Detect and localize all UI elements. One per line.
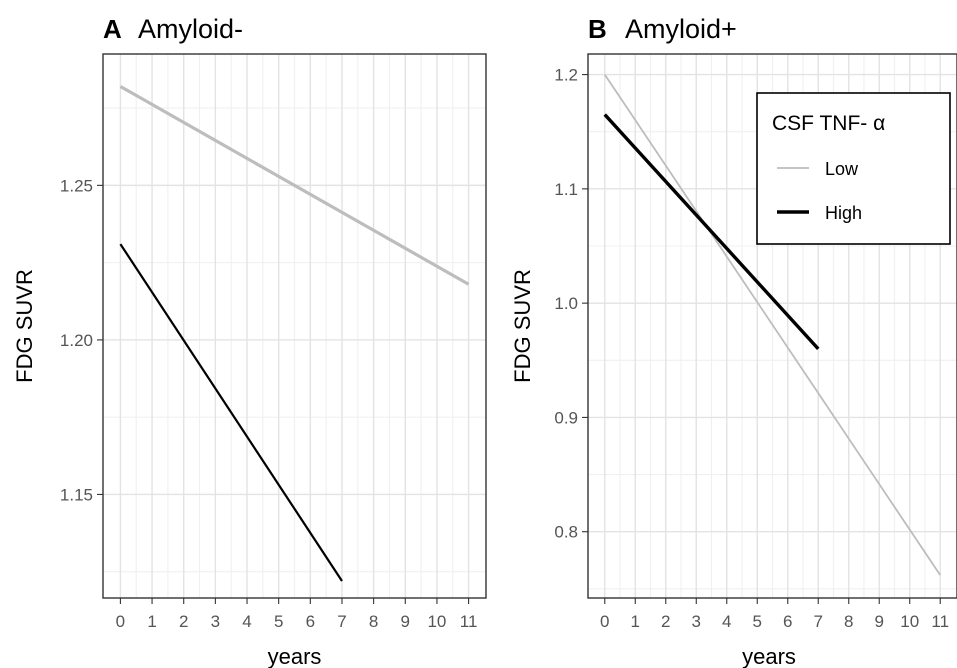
panel-b-x-tick-label: 6 [783,612,792,631]
panel-a-title: Amyloid- [138,14,243,44]
panel-b-x-tick-label: 7 [814,612,823,631]
panel-b-y-tick-label: 0.9 [554,408,578,427]
panel-a-x-tick-label: 11 [460,612,478,631]
panel-a-x-tick-label: 0 [116,612,125,631]
panel-a-series-line-high [119,243,343,582]
panel-b-y-tick-label: 1.2 [554,66,578,85]
legend-label-high: High [825,203,862,223]
panel-a-x-tick-label: 2 [179,612,188,631]
panel-a-x-tick-label: 10 [427,612,446,631]
panel-a-x-tick-label: 4 [242,612,251,631]
panel-a-y-tick-label: 1.25 [60,176,93,195]
panel-b-series-line-high [603,113,820,351]
panel-b-chart: 0 1 2 3 4 5 6 7 8 9 10 11 0.8 0.9 1.0 1.1 1.2 B Amyloid+ ye… [510,14,957,668]
panel-b-x-tick-label: 2 [661,612,670,631]
panel-b-x-tick-label: 1 [631,612,640,631]
panel-b-x-tick-label: 9 [875,612,884,631]
panel-a-panel-border [102,53,487,599]
panel-a-x-axis-title: years [268,644,322,668]
panel-b-x-tick-label: 3 [692,612,701,631]
panel-b-x-tick-label: 10 [900,612,919,631]
panel-b-x-tick-label: 11 [931,612,949,631]
panel-b-x-tick-label: 8 [844,612,853,631]
panel-b-y-tick-label: 1.1 [554,180,578,199]
panel-a-chart: 0 1 2 3 4 5 6 7 8 9 10 11 1.15 1.20 1.25 A Amyloid-years… [12,14,487,668]
panel-a-series-line-low [119,85,470,286]
panel-b-title: Amyloid+ [625,14,737,44]
legend-title: CSF TNF- α [772,112,885,135]
panel-a-x-tick-label: 6 [306,612,315,631]
panel-b-series-line-low [604,74,941,576]
panel-a-y-tick-label: 1.20 [60,331,93,350]
panel-a-letter: A [103,14,122,44]
panel-b-x-tick-label: 0 [600,612,609,631]
panel-a-x-tick-label: 8 [369,612,378,631]
panel-b-letter: B [588,14,607,44]
panel-b-y-axis-title: FDG SUVR [510,269,535,383]
panel-a-x-tick-label: 1 [147,612,156,631]
panel-b-y-tick-label: 1.0 [554,294,578,313]
panel-a-x-tick-label: 3 [211,612,220,631]
legend: CSF TNF- α Low High [756,92,951,245]
legend-label-low: Low [825,159,859,179]
panel-b-y-tick-label: 0.8 [554,523,578,542]
panel-a-x-tick-label: 7 [337,612,346,631]
panel-b-panel-border [587,53,957,599]
panel-a-x-tick-label: 5 [274,612,283,631]
panel-a-y-tick-label: 1.15 [60,485,93,504]
panel-b-x-tick-label: 4 [722,612,731,631]
panel-a-x-tick-label: 9 [401,612,410,631]
panel-a-y-axis-title: FDG SUVR [12,269,37,383]
panel-b-x-tick-label: 5 [753,612,762,631]
panel-b-x-axis-title: years [742,644,796,668]
